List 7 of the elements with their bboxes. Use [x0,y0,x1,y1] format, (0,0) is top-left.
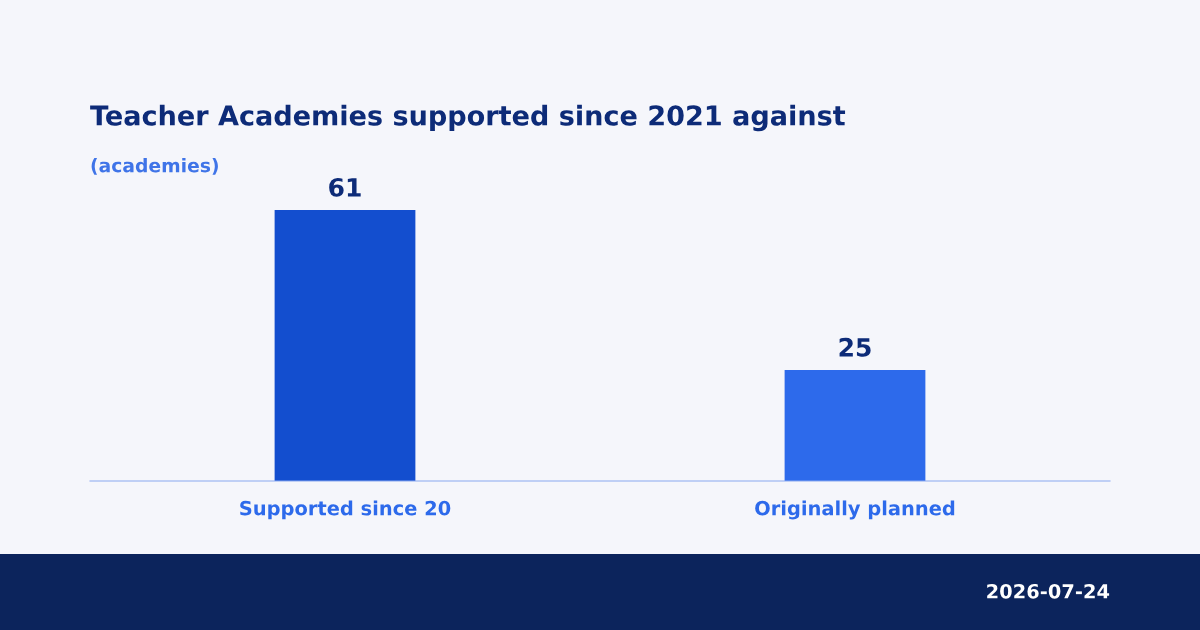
x-tick-label: Supported since 20 [240,500,451,520]
text: 2026-07-24 [987,583,1110,599]
chart-title: Teacher Academies supported since 2021 against [90,104,846,132]
chart-subtitle: (academies) [91,157,218,175]
data-label: 61 [329,177,361,197]
data-label: 25 [839,337,871,357]
x-tick-label: Originally planned [755,500,955,520]
